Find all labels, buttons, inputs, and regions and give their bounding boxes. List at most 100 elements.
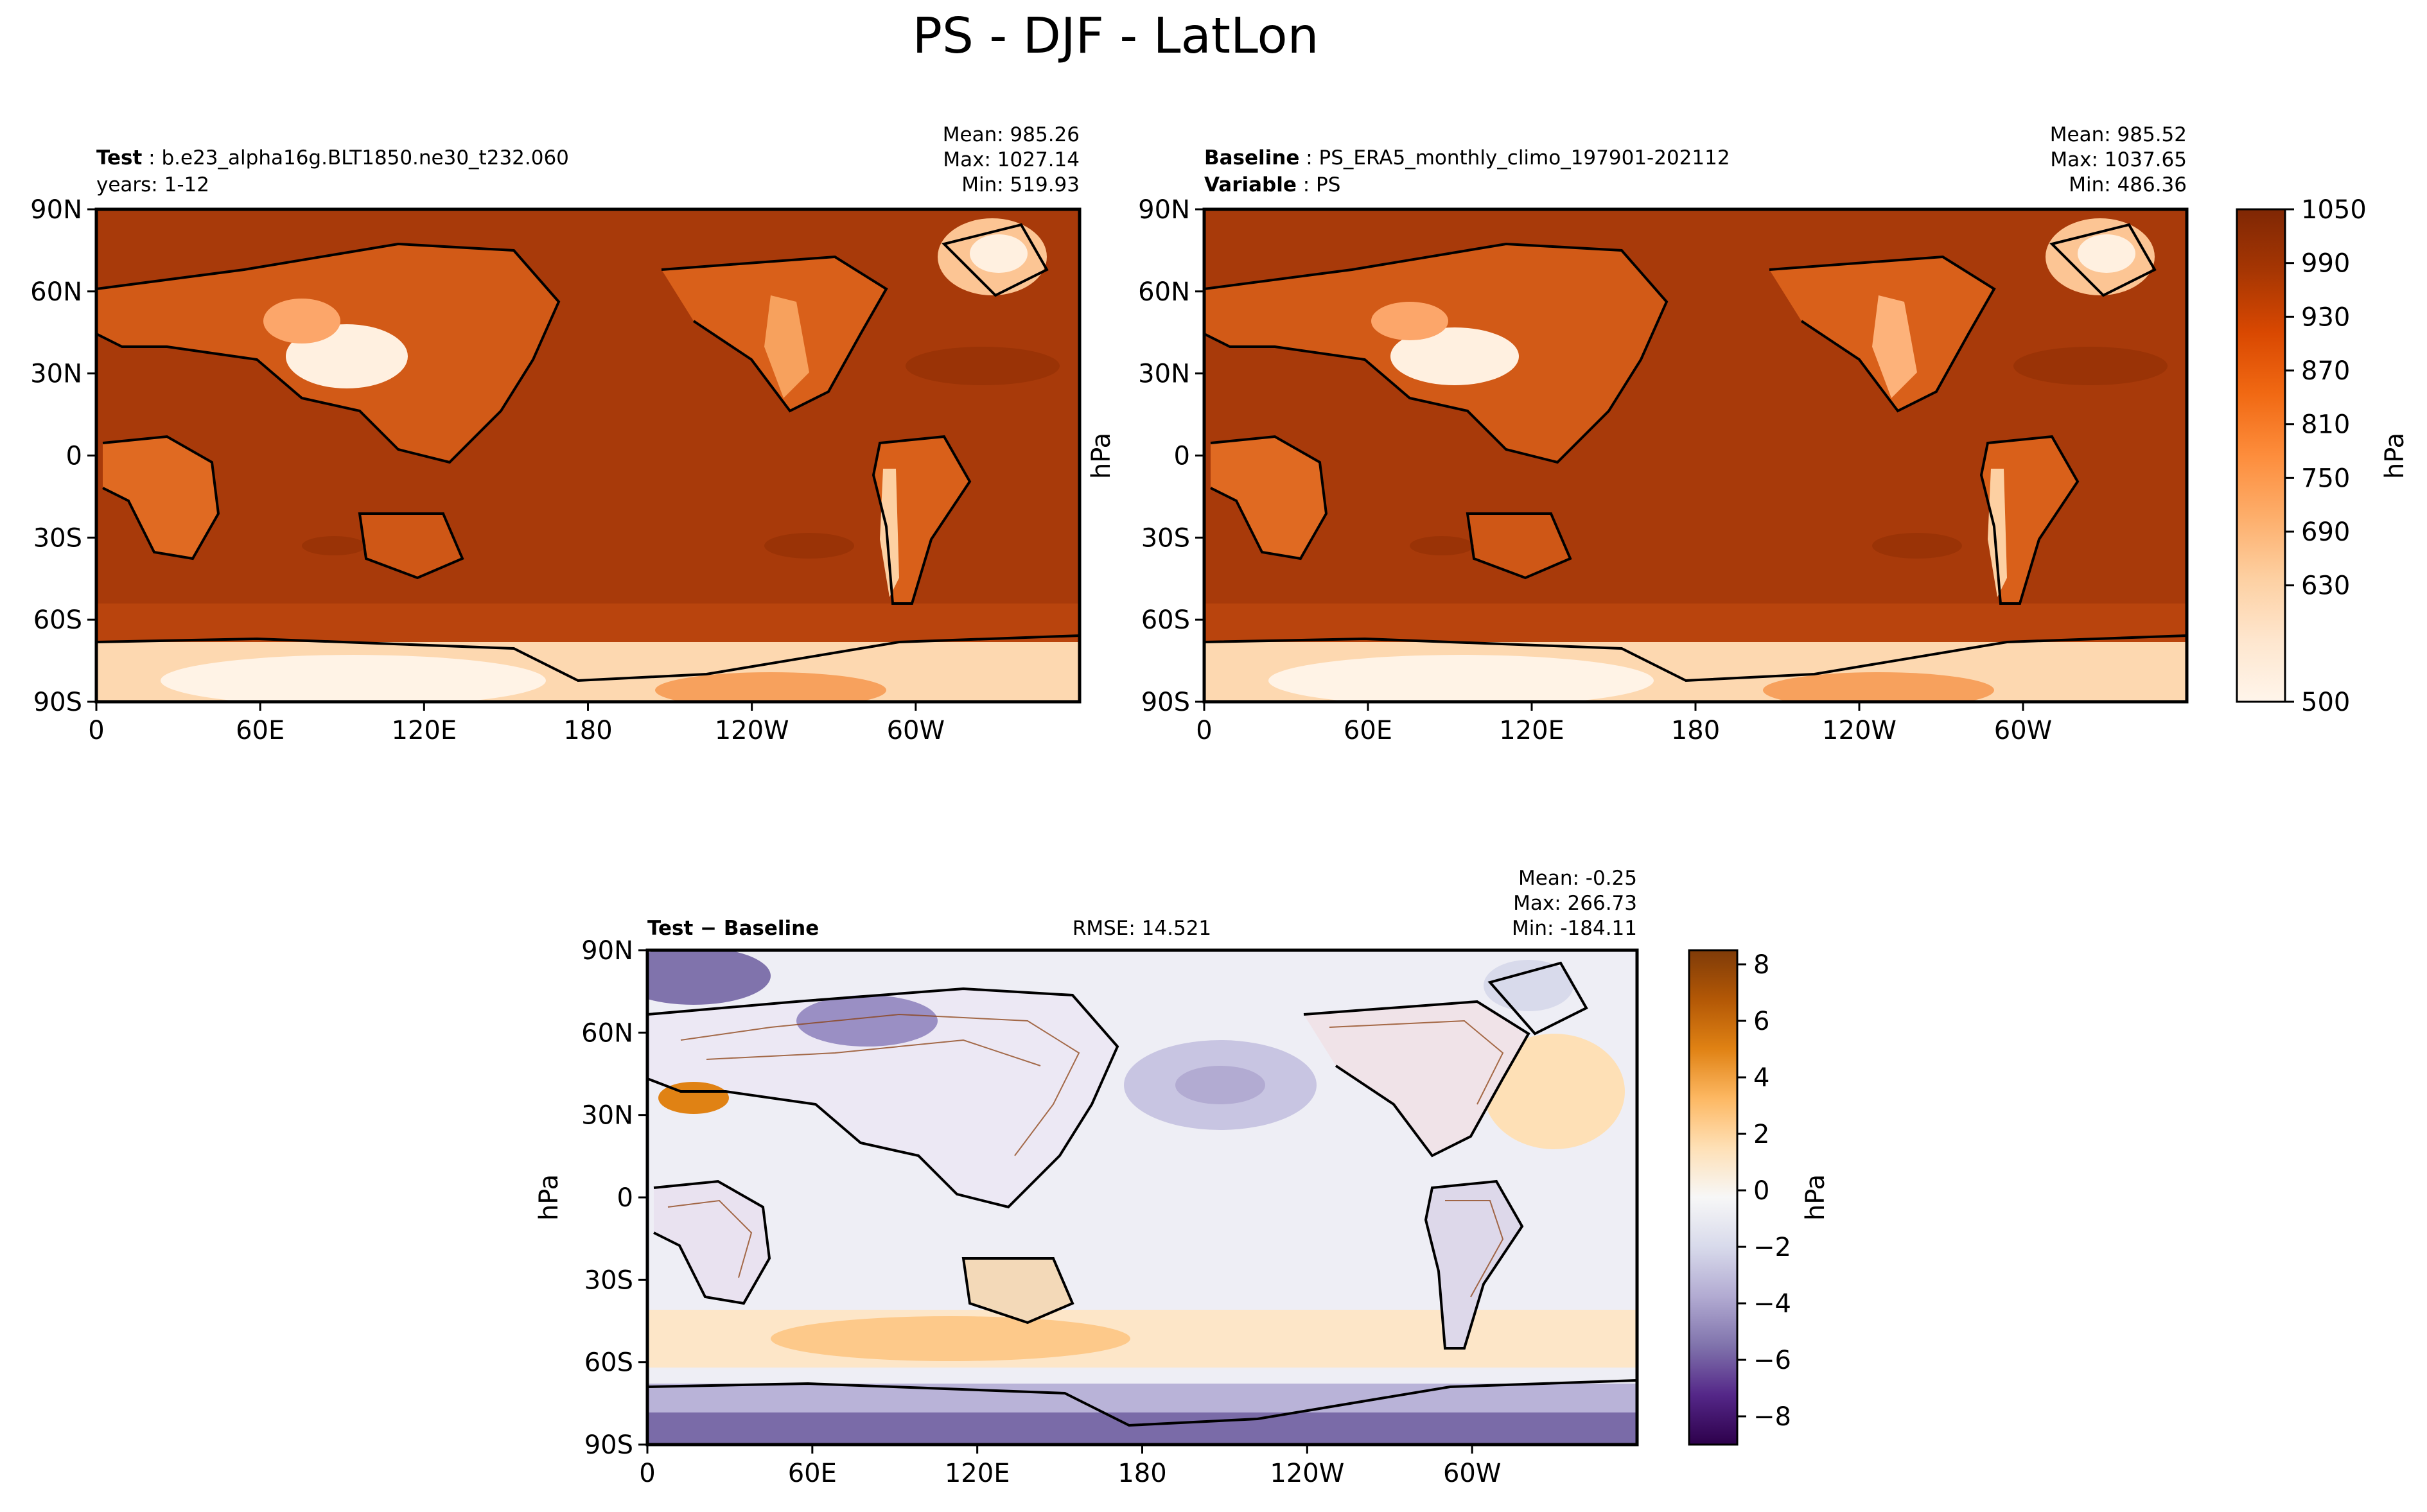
diff-ytick-label-4: 30S [584, 1265, 633, 1295]
test-mean: Mean: 985.26 [943, 123, 1080, 146]
diff-siberia [796, 995, 938, 1047]
baseline-rockies [1872, 295, 1917, 398]
diff-antarctica-deep [647, 1412, 1637, 1445]
diff-colorbar-bar [1688, 949, 1739, 1446]
test-azores-high [906, 347, 1060, 385]
panel-diff: Test − Baseline RMSE: 14.521 Mean: -0.25… [534, 867, 1639, 1488]
baseline-variable-key: Variable [1204, 173, 1297, 196]
baseline-australia [1468, 514, 1570, 578]
diff-eurasia [647, 989, 1117, 1207]
diff-colorbar-tick-label-2: −4 [1753, 1289, 1791, 1319]
test-indian-ocean-high [302, 536, 366, 555]
test-xtick-label-4: 120W [715, 716, 789, 745]
test-xtick-label-5: 60W [887, 716, 945, 745]
main-colorbar-tick-label-4: 810 [2301, 410, 2350, 440]
baseline-max: Max: 1037.65 [2050, 148, 2187, 171]
test-years: years: 1-12 [96, 173, 209, 196]
test-southern-band [96, 604, 1080, 642]
baseline-axes-ticks: 0 60E 120E 180 120W 60W 90N 60N 30N 0 30S 60S 90S [1138, 195, 2052, 745]
main-colorbar-tick-label-5: 870 [2301, 356, 2350, 386]
main-colorbar-tick-label-3: 750 [2301, 464, 2350, 493]
baseline-map-field [1204, 209, 2187, 702]
baseline-ytick-label-2: 30N [1138, 360, 1190, 389]
test-label: Test : b.e23_alpha16g.BLT1850.ne30_t232.… [96, 146, 569, 169]
diff-ytick-label-0: 90N [581, 936, 633, 966]
test-andes [880, 469, 899, 597]
baseline-ross-shelf [1763, 672, 1994, 702]
baseline-south-pacific-high [1872, 533, 1962, 559]
diff-ytick-label-3: 0 [617, 1183, 633, 1213]
diff-mean: Mean: -0.25 [1518, 867, 1637, 890]
test-label-key: Test [96, 146, 143, 169]
test-australia [360, 514, 462, 578]
diff-xtick-label-0: 0 [639, 1459, 655, 1488]
diff-label: Test − Baseline [647, 917, 819, 940]
test-coastlines [96, 223, 1080, 682]
diff-colorbar-tick-label-5: 2 [1753, 1120, 1769, 1149]
figure-title: PS - DJF - LatLon [913, 8, 1319, 65]
diff-xtick-label-2: 120E [945, 1459, 1010, 1488]
test-ytick-label-3: 0 [66, 442, 82, 471]
test-case-name: b.e23_alpha16g.BLT1850.ne30_t232.060 [161, 146, 568, 169]
test-xtick-label-2: 120E [392, 716, 457, 745]
test-south-pacific-high [764, 533, 854, 559]
diff-rmse: RMSE: 14.521 [1073, 917, 1211, 940]
baseline-ytick-label-1: 60N [1138, 277, 1190, 307]
baseline-greenland-interior [2078, 234, 2135, 273]
baseline-azores-high [2013, 347, 2168, 385]
main-colorbar-label: hPa [2380, 433, 2410, 479]
test-ross-shelf [655, 672, 886, 702]
baseline-xtick-label-1: 60E [1344, 716, 1392, 745]
test-ytick-label-6: 90S [33, 688, 82, 717]
baseline-africa [1211, 437, 1326, 559]
baseline-mean: Mean: 985.52 [2050, 123, 2187, 146]
test-min: Min: 519.93 [961, 173, 1080, 196]
diff-map-field [647, 950, 1637, 1445]
main-colorbar-tick-label-0: 500 [2301, 688, 2350, 717]
diff-xtick-label-1: 60E [788, 1459, 837, 1488]
diff-colorbar-tick-label-4: 0 [1753, 1176, 1769, 1206]
baseline-xtick-label-3: 180 [1671, 716, 1720, 745]
baseline-xtick-label-4: 120W [1822, 716, 1897, 745]
diff-southern-ocean-core [771, 1316, 1130, 1361]
diff-colorbar-tick-label-7: 6 [1753, 1007, 1769, 1036]
test-antarctic-plateau [161, 655, 546, 702]
diff-max: Max: 266.73 [1513, 892, 1637, 915]
diff-north-pacific-core [1175, 1066, 1265, 1104]
diff-colorbar-tick-label-3: −2 [1753, 1233, 1791, 1262]
test-rockies [764, 295, 809, 398]
diff-colorbar-tick-label-8: 8 [1753, 950, 1769, 980]
diff-colorbar-tick-label-6: 4 [1753, 1063, 1769, 1093]
baseline-label: Baseline : PS_ERA5_monthly_climo_197901-… [1204, 146, 1730, 169]
diff-ytick-label-5: 60S [584, 1348, 633, 1378]
baseline-min: Min: 486.36 [2069, 173, 2187, 196]
baseline-ytick-label-3: 0 [1174, 442, 1190, 471]
diff-colorbar-tick-label-1: −6 [1753, 1346, 1791, 1375]
diff-min: Min: -184.11 [1512, 917, 1637, 940]
diff-colorbar-tick-label-0: −8 [1753, 1402, 1791, 1432]
test-xtick-label-0: 0 [88, 716, 104, 745]
baseline-xtick-label-2: 120E [1499, 716, 1564, 745]
baseline-tibet [1390, 327, 1519, 385]
baseline-ytick-label-4: 30S [1141, 523, 1190, 553]
baseline-ylabel: hPa [1087, 433, 1116, 479]
baseline-variable: Variable : PS [1204, 173, 1340, 196]
diff-coastlines [647, 961, 1637, 1427]
diff-colorbar-label: hPa [1801, 1174, 1830, 1221]
diff-arctic-low [647, 950, 771, 1005]
test-ytick-label-1: 60N [30, 277, 82, 307]
baseline-label-key: Baseline [1204, 146, 1299, 169]
main-colorbar-tick-label-2: 690 [2301, 517, 2350, 547]
baseline-tianshan [1371, 302, 1448, 340]
baseline-ytick-label-6: 90S [1141, 688, 1190, 717]
baseline-coastlines [1204, 223, 2187, 682]
baseline-ytick-label-0: 90N [1138, 195, 1190, 225]
test-africa [103, 437, 218, 559]
test-ytick-label-0: 90N [30, 195, 82, 225]
baseline-indian-ocean-high [1410, 536, 1474, 555]
test-axes-ticks: 0 60E 120E 180 120W 60W 90N 60N 30N 0 30S 60S 90S [30, 195, 945, 745]
diff-ytick-label-1: 60N [581, 1018, 633, 1048]
baseline-ytick-label-5: 60S [1141, 605, 1190, 635]
baseline-andes [1988, 469, 2007, 597]
